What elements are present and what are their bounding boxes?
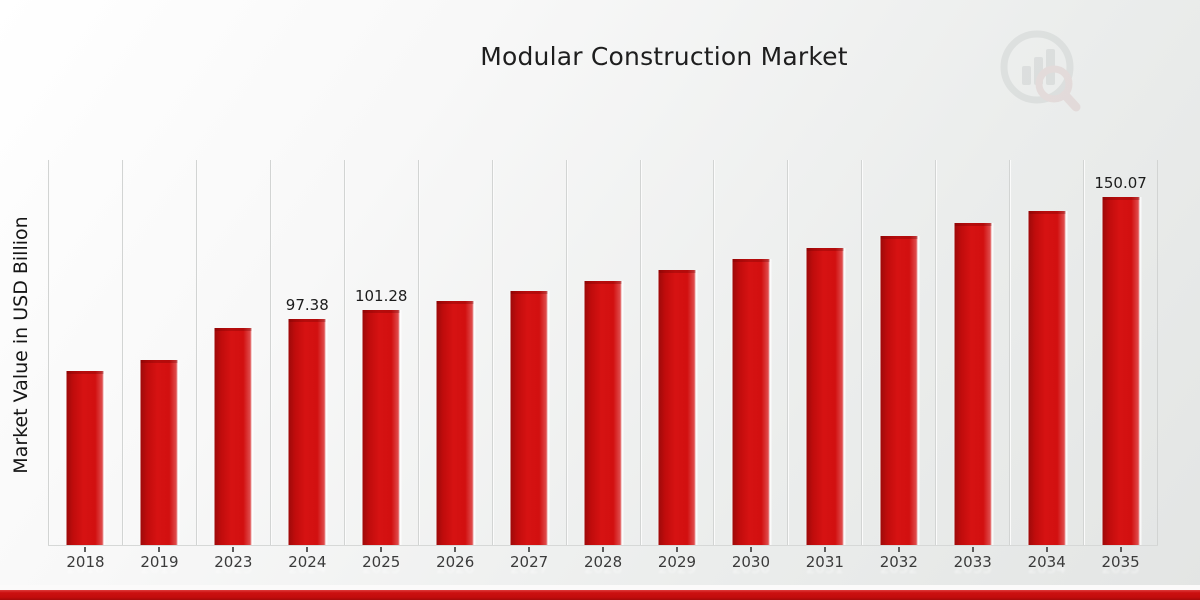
chart-column: 2026 [417, 160, 492, 571]
bar [1028, 211, 1066, 545]
chart-column: 2027 [491, 160, 566, 571]
bar [214, 328, 252, 545]
x-axis-tick [528, 547, 531, 552]
x-axis-tick [897, 547, 900, 552]
chart-column: 2023 [195, 160, 270, 571]
bar [806, 248, 844, 545]
x-axis-tick [602, 547, 605, 552]
x-axis-label: 2031 [805, 553, 844, 571]
gridline-edge [1157, 160, 1159, 545]
x-axis-label: 2029 [657, 553, 697, 571]
x-axis-tick [1119, 547, 1122, 552]
x-axis-label: 2034 [1027, 553, 1066, 571]
chart-title: Modular Construction Market [480, 42, 848, 71]
x-axis-tick [232, 547, 235, 552]
x-axis-tick [1045, 547, 1048, 552]
chart-column: 2018 [48, 160, 122, 571]
x-axis-tick [84, 547, 87, 552]
bar [1102, 197, 1140, 545]
bar [584, 281, 622, 545]
chart-column: 97.38 2024 [269, 160, 344, 571]
bar [66, 371, 104, 545]
bar-value-label: 97.38 [285, 296, 329, 314]
bar-value-label: 150.07 [1094, 174, 1147, 192]
bar [510, 291, 548, 545]
bar [658, 270, 696, 545]
chart-column: 2029 [639, 160, 714, 571]
chart-column: 2034 [1009, 160, 1083, 571]
bar-value-label: 101.28 [354, 287, 408, 305]
x-axis-tick [380, 547, 383, 552]
chart-column: 101.28 2025 [343, 160, 418, 571]
bar [954, 223, 992, 545]
bar [732, 259, 770, 545]
bar [288, 319, 326, 545]
x-axis-label: 2019 [140, 553, 179, 571]
x-axis-label: 2027 [510, 553, 549, 571]
footer-red-strip [0, 590, 1200, 600]
x-axis-tick [675, 547, 678, 552]
chart-column: 2019 [121, 160, 196, 571]
chart-column: 2033 [935, 160, 1009, 571]
chart-column: 2028 [565, 160, 640, 571]
x-axis-label: 2025 [362, 553, 401, 571]
bar [436, 301, 474, 545]
x-axis-tick [971, 547, 974, 552]
chart-column: 2030 [713, 160, 787, 571]
x-axis-tick [823, 547, 826, 552]
chart-column: 150.07 2035 [1083, 160, 1157, 571]
x-axis-label: 2028 [583, 553, 623, 571]
x-axis-label: 2018 [66, 553, 105, 571]
x-axis-tick [749, 547, 752, 552]
bar [140, 360, 178, 545]
chart-column: 2032 [861, 160, 935, 571]
x-axis-label: 2023 [214, 553, 253, 571]
x-axis-tick [158, 547, 161, 552]
x-axis-tick [306, 547, 309, 552]
bar [362, 310, 400, 545]
x-axis-label: 2033 [953, 553, 992, 571]
y-axis-title: Market Value in USD Billion [10, 216, 32, 474]
bar [880, 236, 918, 545]
footer-light-strip [0, 585, 1200, 590]
x-axis-label: 2032 [879, 553, 918, 571]
x-axis-label: 2024 [288, 553, 327, 571]
x-axis-label: 2030 [731, 553, 770, 571]
x-axis-label: 2035 [1101, 553, 1140, 571]
plot-area: 2018 2019 2023 97.38 2024 101.28 2025 2026 2027 2… [48, 160, 1159, 571]
chart-column: 2031 [787, 160, 861, 571]
x-axis-label: 2026 [436, 553, 475, 571]
market-research-future-logo-icon [1000, 30, 1081, 112]
x-axis-tick [454, 547, 457, 552]
